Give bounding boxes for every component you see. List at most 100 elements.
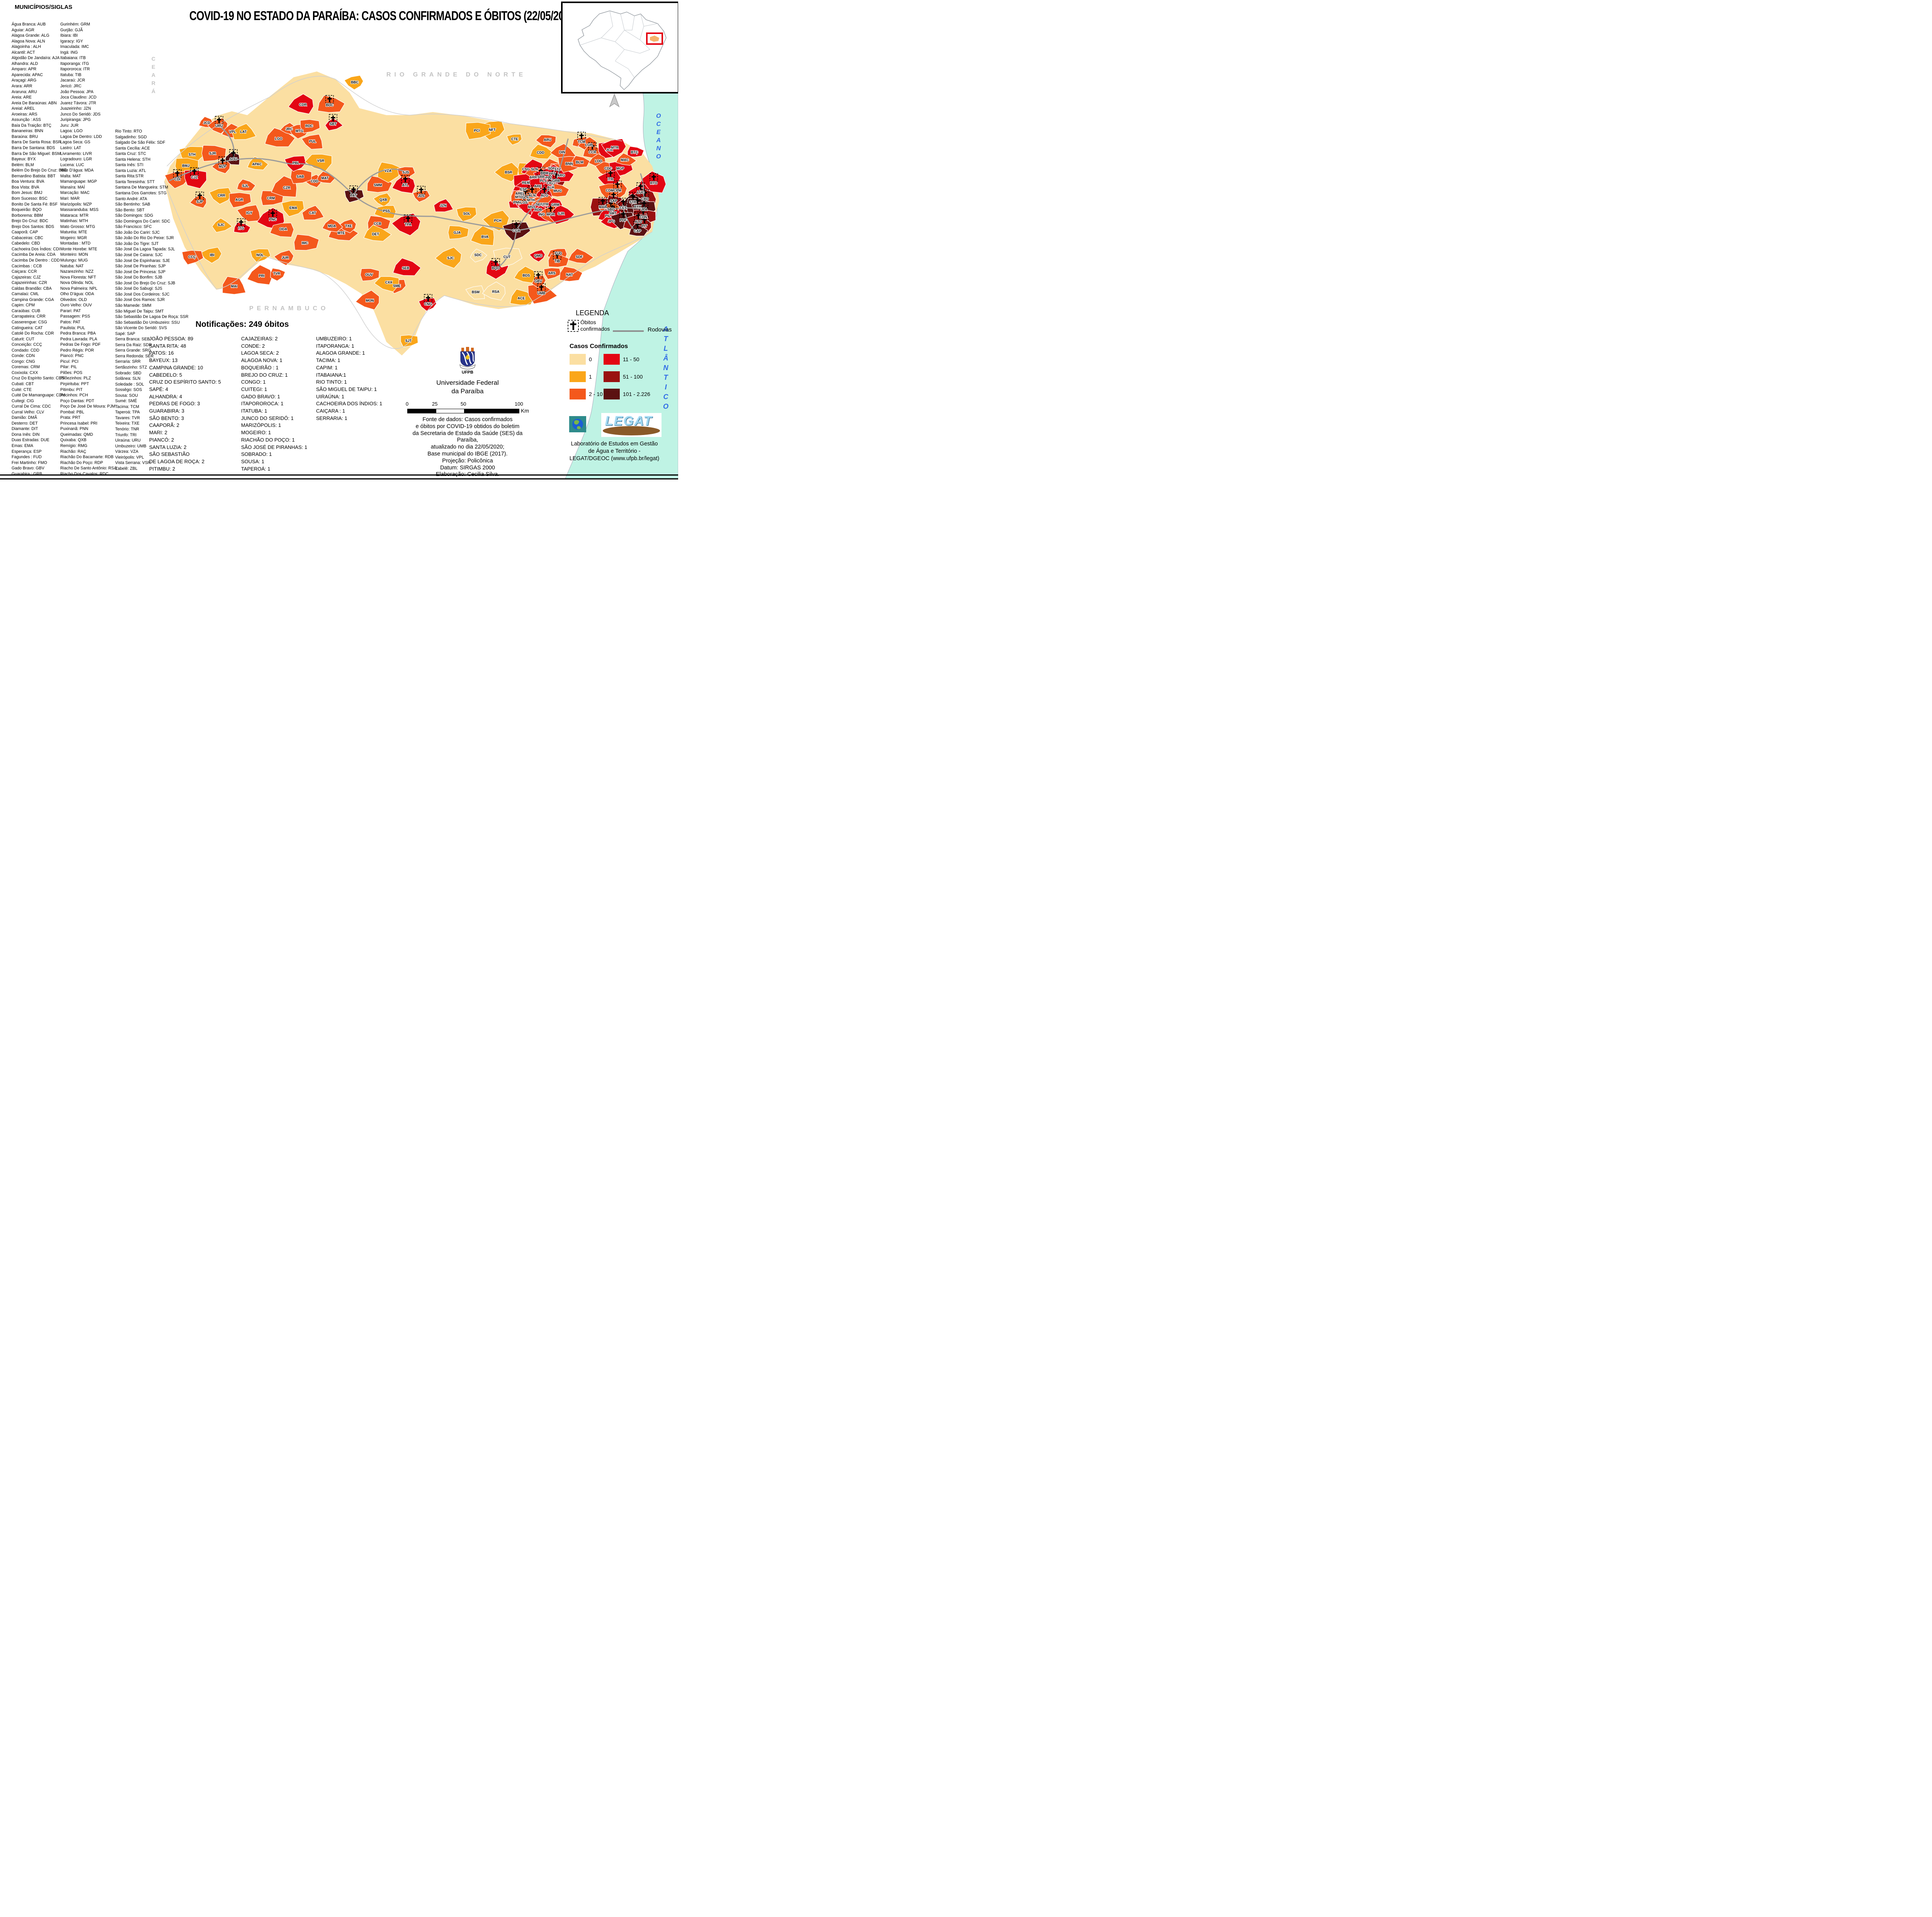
municipality-area-SEB bbox=[393, 258, 421, 276]
ufpb-logo-caption: UFPB bbox=[462, 370, 473, 375]
municipality-label-ARR: ARR bbox=[529, 175, 537, 179]
municipality-label-DET: DET bbox=[372, 232, 379, 236]
list-item: Imaculada: IMC bbox=[60, 44, 89, 49]
municipality-area-SAB bbox=[290, 169, 312, 184]
list-item: São José Dos Ramos: SJR bbox=[115, 297, 165, 303]
municipality-label-URU: URU bbox=[215, 124, 223, 128]
list-item: Cacimba De Dentro : CDD bbox=[12, 258, 60, 263]
municipality-label-ACE: ACE bbox=[517, 296, 525, 300]
municipality-label-LGS: LGS bbox=[520, 201, 528, 204]
list-item: Várzea: VZA bbox=[115, 449, 139, 454]
municipality-area-SJT bbox=[400, 335, 418, 347]
list-item: Pitimbu: PIT bbox=[60, 387, 83, 392]
municipality-label-SJL: SJL bbox=[242, 184, 249, 188]
municipality-label-BSM: BSM bbox=[472, 290, 480, 294]
list-item: Bananeiras: BNN bbox=[12, 129, 43, 134]
list-item: SÃO JOSÉ DE PIRANHAS: 1 bbox=[241, 444, 308, 450]
municipality-label-QXB: QXB bbox=[379, 198, 387, 202]
legend-class-label: 51 - 100 bbox=[623, 374, 643, 380]
vertical-letter: I bbox=[665, 383, 667, 391]
municipality-label-JCR: JCR bbox=[606, 148, 613, 152]
list-item: Santa Cruz: STC bbox=[115, 151, 146, 156]
list-item: Baía Da Traição: BTÇ bbox=[12, 123, 52, 128]
list-item: CACHOEIRA DOS ÍNDIOS: 1 bbox=[316, 401, 383, 407]
death-box-PIT bbox=[640, 216, 649, 224]
death-box-MZP bbox=[218, 156, 227, 165]
list-item: UIRAÚNA: 1 bbox=[316, 393, 344, 399]
death-cross-SJP bbox=[199, 193, 201, 199]
municipality-label-CDD: CDD bbox=[537, 151, 544, 155]
municipality-area-BSR bbox=[494, 162, 519, 182]
list-item: Massaranduba: MSS bbox=[60, 207, 99, 212]
death-box-MGR bbox=[546, 204, 555, 213]
list-item: São Vicente Do Seridó: SVS bbox=[115, 326, 167, 331]
list-item: Pombal: PBL bbox=[60, 410, 84, 415]
list-item: Algodão De Jandaíra: AJA bbox=[12, 56, 60, 61]
list-item: atualizado no dia 22/05/2020; bbox=[430, 444, 505, 450]
municipality-label-GRB: GRB bbox=[552, 179, 560, 183]
municipality-area-JUR bbox=[274, 250, 294, 266]
list-item: São José Da Lagoa Tapada: SJL bbox=[115, 247, 175, 252]
municipality-label-PSS: PSS bbox=[383, 209, 390, 213]
legat-logo-base bbox=[603, 426, 660, 435]
municipality-label-NAT: NAT bbox=[566, 273, 573, 277]
municipality-label-ALH: ALH bbox=[547, 185, 554, 189]
list-item: Pilões: POS bbox=[60, 370, 83, 375]
death-cross-LUC bbox=[638, 185, 643, 187]
scale-unit: Km bbox=[521, 408, 529, 414]
municipality-label-CIG: CIG bbox=[547, 181, 553, 185]
municipality-area-SJP bbox=[189, 194, 207, 208]
list-item: Assunção : ASS bbox=[12, 117, 41, 122]
municipality-label-BQO: BQO bbox=[492, 266, 500, 270]
municipality-area-NOL bbox=[250, 248, 271, 263]
death-cross-STR bbox=[632, 194, 634, 199]
list-item: Tenório: TNR bbox=[115, 427, 139, 432]
list-item: Itaporanga: ITG bbox=[60, 61, 89, 66]
list-item: Poço De José De Moura: PJM bbox=[60, 404, 116, 409]
death-cross-UMB bbox=[539, 286, 544, 288]
death-cross-TPA bbox=[406, 218, 410, 219]
death-cross-SMT bbox=[612, 205, 614, 211]
municipality-area-CXX bbox=[374, 276, 400, 292]
vertical-letter: A bbox=[656, 137, 661, 144]
vertical-letter: A bbox=[151, 72, 156, 78]
municipality-label-PAT: PAT bbox=[350, 194, 357, 197]
deaths-symbol-icon bbox=[568, 320, 579, 332]
list-item: Soledade : SOL bbox=[115, 382, 144, 387]
list-item: Areial: AREL bbox=[12, 106, 35, 111]
vertical-letter: O bbox=[656, 113, 661, 119]
municipality-area-CUT bbox=[493, 248, 522, 268]
municipality-label-ESP: ESP bbox=[520, 187, 527, 191]
list-item: João Pessoa: JPA bbox=[60, 89, 94, 94]
list-item: Jericó: JRC bbox=[60, 84, 82, 89]
municipality-label-MTE: MTE bbox=[338, 231, 345, 235]
list-item: Lagoa Seca: GS bbox=[60, 140, 90, 145]
death-box-GBV bbox=[534, 271, 543, 280]
list-item: Serra Da Raiz: SDR bbox=[115, 342, 152, 347]
death-cross-ITG bbox=[239, 221, 243, 223]
death-box-ALN bbox=[528, 185, 536, 194]
list-item: Mãe D'água: MDA bbox=[60, 168, 94, 173]
list-item: CUITEGI: 1 bbox=[241, 386, 267, 392]
list-item: Gado Bravo: GBV bbox=[12, 466, 44, 471]
list-item: Pedra Lavrada: PLA bbox=[60, 336, 97, 342]
death-cross-CGA bbox=[515, 222, 517, 228]
death-box-UMB bbox=[537, 283, 546, 292]
municipality-label-SOU: SOU bbox=[230, 157, 237, 161]
list-item: Conceição: CCÇ bbox=[12, 342, 42, 347]
list-item: Riachão Do Bacamarte: RDB bbox=[60, 455, 114, 460]
death-box-JDS bbox=[417, 186, 425, 194]
list-item: Princesa Isabel: PRI bbox=[60, 421, 97, 426]
death-cross-TIB bbox=[556, 253, 558, 258]
list-item: Passagem: PSS bbox=[60, 314, 90, 319]
death-cross-SBD bbox=[609, 202, 613, 204]
death-box-PDF bbox=[619, 210, 628, 219]
death-box-PAT bbox=[349, 185, 358, 194]
list-item: Junco Do Seridó: JDS bbox=[60, 112, 101, 117]
list-item: Bonito De Santa Fé: BSF bbox=[12, 202, 58, 207]
municipality-area-MAI bbox=[222, 276, 246, 295]
university-name: Universidade Federal da Paraíba bbox=[427, 379, 508, 396]
list-item: Santa Rita:STR bbox=[115, 174, 144, 179]
death-box-JPA bbox=[640, 199, 648, 208]
death-cross-CNG bbox=[427, 296, 429, 301]
